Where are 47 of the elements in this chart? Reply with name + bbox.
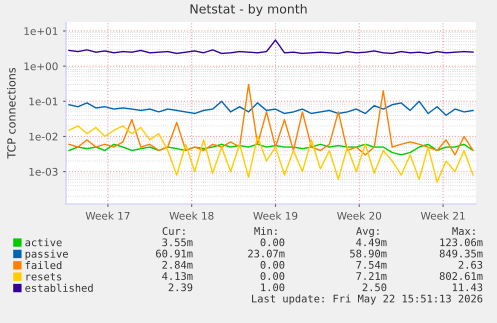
text: 0.00 xyxy=(260,238,284,246)
text: 7.21m xyxy=(356,272,387,280)
y-tick-label: 1e+01 xyxy=(24,27,58,36)
text: 60.91m xyxy=(156,250,193,258)
text: 1.00 xyxy=(261,283,284,292)
text: 2.39 xyxy=(168,283,192,292)
x-tick-label: Week 20 xyxy=(337,212,382,220)
line-series xyxy=(68,84,474,156)
text: 802.61m xyxy=(440,272,483,280)
line-series xyxy=(68,125,474,183)
y-tick-label: 1e-03 xyxy=(29,168,58,176)
text: 58.90m xyxy=(350,250,387,258)
text: Min: xyxy=(254,226,277,235)
text: 23.07m xyxy=(248,250,285,258)
text: Max: xyxy=(452,227,475,236)
text: Avg: xyxy=(356,227,379,238)
text: 2.84m xyxy=(162,260,193,269)
y-axis-title: TCP connections xyxy=(7,68,16,159)
text: 7.54m xyxy=(356,261,387,269)
legend-label: failed xyxy=(26,260,62,270)
line-series xyxy=(68,39,474,54)
text: 3.55m xyxy=(162,238,193,246)
line-series xyxy=(68,144,474,156)
text: 2.63 xyxy=(458,260,482,269)
text: Last update: Fri May 22 15:51:13 2026 xyxy=(252,294,482,305)
text: 849.35m xyxy=(440,250,483,258)
text: 4.49m xyxy=(356,238,387,246)
legend-label: established xyxy=(25,284,93,292)
y-tick-label: 1e-02 xyxy=(29,132,58,141)
text: 4.13m xyxy=(162,272,193,280)
text: Cur: xyxy=(162,227,185,236)
text: 123.06m xyxy=(440,238,483,246)
y-tick-label: 1e-01 xyxy=(29,98,58,106)
text: 11.43 xyxy=(452,283,482,292)
x-tick-label: Week 17 xyxy=(86,212,130,220)
x-tick-label: Week 19 xyxy=(253,212,298,220)
legend-label: resets xyxy=(26,273,62,280)
text: 0.00 xyxy=(260,260,284,269)
x-tick-label: Week 18 xyxy=(169,212,214,220)
y-tick-label: 1e+00 xyxy=(24,62,58,70)
line-series xyxy=(68,100,474,116)
text: 2.50 xyxy=(362,283,386,292)
legend-label: passive xyxy=(26,250,68,260)
chart-title: Netstat - by month xyxy=(190,4,307,16)
x-tick-label: Week 21 xyxy=(420,212,465,220)
text: 0.00 xyxy=(260,272,284,280)
legend-label: active xyxy=(25,238,62,246)
